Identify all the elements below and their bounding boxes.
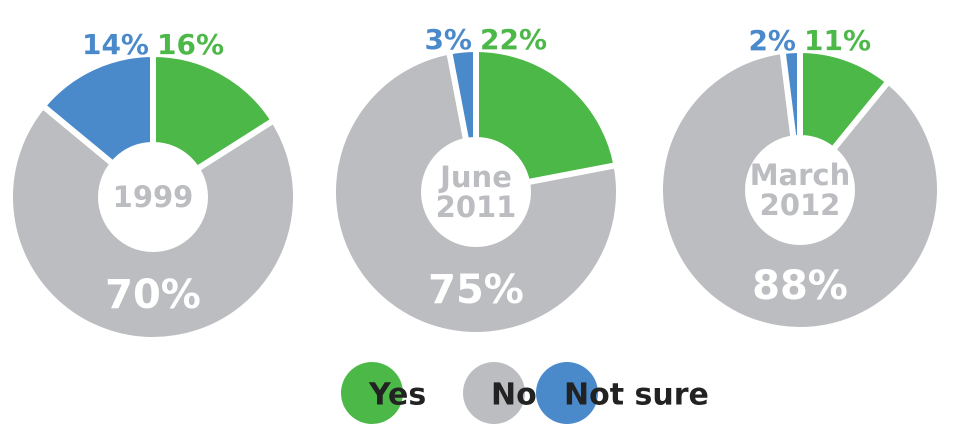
value-label: 2% <box>748 24 796 57</box>
donut-hole <box>421 137 531 247</box>
center-label: June 2011 <box>435 160 517 224</box>
value-label: 22% <box>480 23 547 56</box>
value-label: 3% <box>424 23 472 56</box>
value-label: 75% <box>428 267 524 313</box>
value-label: 88% <box>752 263 848 309</box>
value-label: 70% <box>105 272 201 318</box>
donut-hole <box>98 142 208 252</box>
legend-label: Yes <box>368 378 426 413</box>
legend-label: No <box>491 378 537 413</box>
center-label: March 2012 <box>749 158 851 222</box>
center-label: 1999 <box>112 180 194 214</box>
value-label: 16% <box>157 28 224 61</box>
donut-hole <box>745 135 855 245</box>
legend-label: Not sure <box>564 378 709 413</box>
legend-swatch <box>341 362 403 424</box>
legend-swatch <box>536 362 598 424</box>
value-label: 14% <box>82 28 149 61</box>
value-label: 11% <box>804 24 871 57</box>
legend-swatch <box>463 362 525 424</box>
